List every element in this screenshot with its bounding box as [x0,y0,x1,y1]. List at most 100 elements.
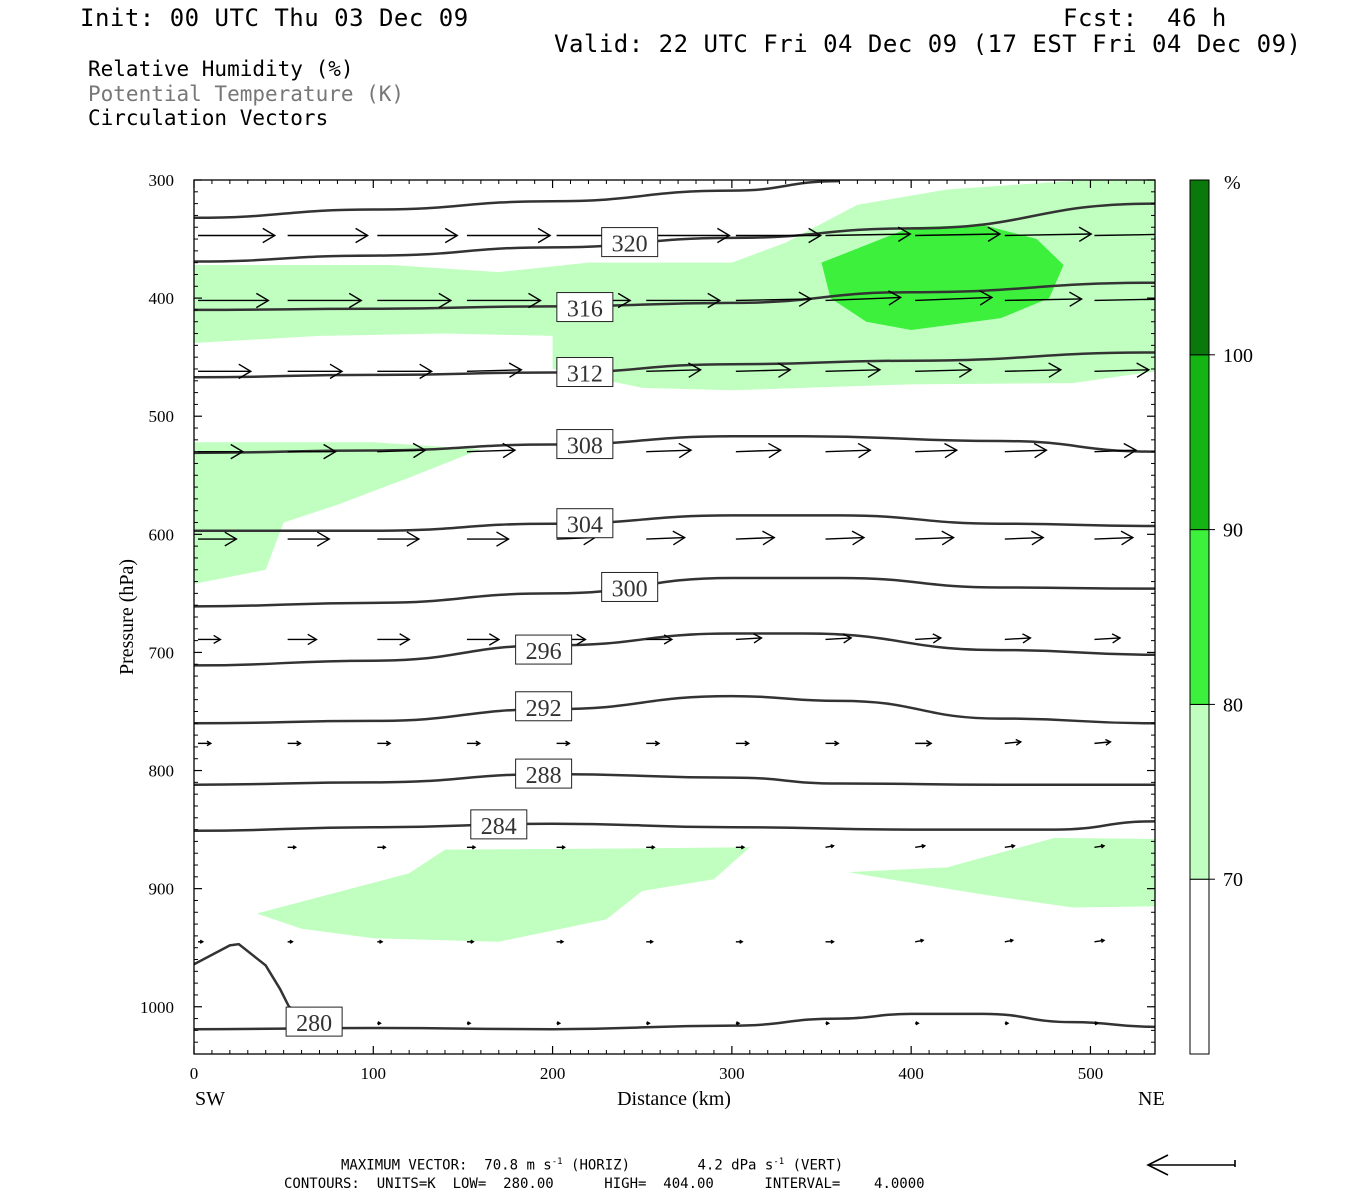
max-horizontal-vector: 70.8 m s [484,1157,552,1174]
circulation-vector [915,530,955,546]
circulation-vector [1094,233,1155,237]
contour-label-box [515,691,573,722]
theta-contour-316 [194,281,1155,312]
forecast-hour: 46 h [1167,4,1227,32]
circulation-vector [198,634,222,645]
x-axis-right-direction: NE [1138,1088,1165,1110]
colorbar-unit: % [1224,172,1241,194]
x-tick-label: 400 [898,1064,924,1083]
circulation-vector [915,290,994,306]
circulation-vector [466,362,523,378]
theta-contour-300 [194,576,1155,608]
humidity-shading [194,180,1155,942]
theta-contour [194,180,840,220]
circulation-vector [198,740,213,747]
circulation-vector [1094,442,1138,459]
x-tick-label: 100 [361,1064,387,1083]
exponent: -1 [773,1157,785,1167]
circulation-vector [466,1021,472,1026]
circulation-vector [377,845,387,850]
colorbar-segment [1189,703,1210,880]
y-tick-label: 400 [149,289,175,308]
theta-contour-280 [194,1012,1155,1031]
circulation-vector [646,1021,651,1026]
circulation-vector [1004,1021,1010,1026]
circulation-vector [377,740,392,747]
circulation-vector [1004,633,1032,644]
circulation-vector [1004,843,1016,849]
x-tick-label: 500 [1078,1064,1104,1083]
colorbar: 70 80 90 100 [1189,179,1253,1055]
circulation-vector [377,1021,382,1026]
circulation-vector [377,531,421,547]
y-tick-label: 900 [149,880,175,899]
contour-label-box [285,1006,343,1037]
contour-label-box [556,357,614,388]
contour-label: 280 [296,1011,332,1037]
theta-contour-292 [194,694,1155,725]
terrain-profile [194,942,303,1015]
circulation-vector [466,531,510,547]
circulation-vector [377,292,453,309]
circulation-vector [825,290,903,306]
circulation-vector [198,531,238,547]
y-axis-title: Pressure (hPa) [116,559,138,675]
contour-label: 320 [612,232,648,258]
circulation-vector [377,442,427,459]
y-tick-label: 700 [149,643,175,662]
field-potential-temperature: Potential Temperature (K) [88,82,405,106]
circulation-vector [915,633,943,644]
circulation-vector [556,1021,562,1026]
contour-label-box [515,758,573,789]
circulation-vector [1004,938,1015,943]
theta-contour-296 [194,632,1155,667]
x-tick-label: 300 [719,1064,745,1083]
contour-label-box [556,292,614,323]
circulation-vector [735,442,783,459]
circulation-vector [198,363,253,380]
circulation-vector [1094,738,1112,746]
circulation-vector [1094,1021,1100,1026]
colorbar-segment [1189,179,1210,356]
circulation-vector [735,362,792,378]
axes: 300 400 500 600 700 800 900 1000 0 100 200 300 400 50… [140,171,1155,1083]
y-tick-label: 300 [149,171,175,190]
y-tick-label: 800 [149,762,175,781]
rh-region-70 [194,442,481,584]
contour-label-box [556,429,614,460]
contour-label: 304 [567,513,603,539]
circulation-vector [198,443,245,460]
circulation-vector [825,1021,831,1026]
horiz-tag: (HORIZ) [571,1157,631,1174]
circulation-vector [198,292,270,309]
circulation-vector [735,939,744,944]
colorbar-label: 100 [1223,345,1253,367]
circulation-vector [287,845,298,850]
circulation-vector [915,938,925,943]
contour-label: 308 [567,434,603,460]
y-tick-label: 500 [149,407,175,426]
circulation-vector [1004,738,1023,746]
circulation-vector [198,227,277,244]
circulation-vector [735,227,823,244]
circulation-vector [825,442,872,459]
circulation-vector [735,291,813,307]
circulation-vector [466,227,552,244]
contour-label: 284 [481,814,517,840]
rh-region-70 [848,837,1155,908]
max-vector-line: MAXIMUM VECTOR: 70.8 m s-1 (HORIZ) 4.2 d… [341,1157,843,1174]
y-tick-label: 1000 [140,998,174,1017]
theta-contour-304 [194,514,1155,533]
theta-contour-284 [194,820,1155,833]
terrain-line [194,942,303,1015]
contour-label-box [601,571,659,602]
circulation-vector [287,531,331,547]
circulation-vector [1004,362,1063,378]
colorbar-segment [1189,354,1210,531]
x-tick-label: 200 [540,1064,566,1083]
circulation-vector [377,227,459,244]
circulation-vector [466,633,501,646]
circulation-vector [646,442,693,459]
circulation-vector [825,740,840,747]
circulation-vector [735,530,776,546]
